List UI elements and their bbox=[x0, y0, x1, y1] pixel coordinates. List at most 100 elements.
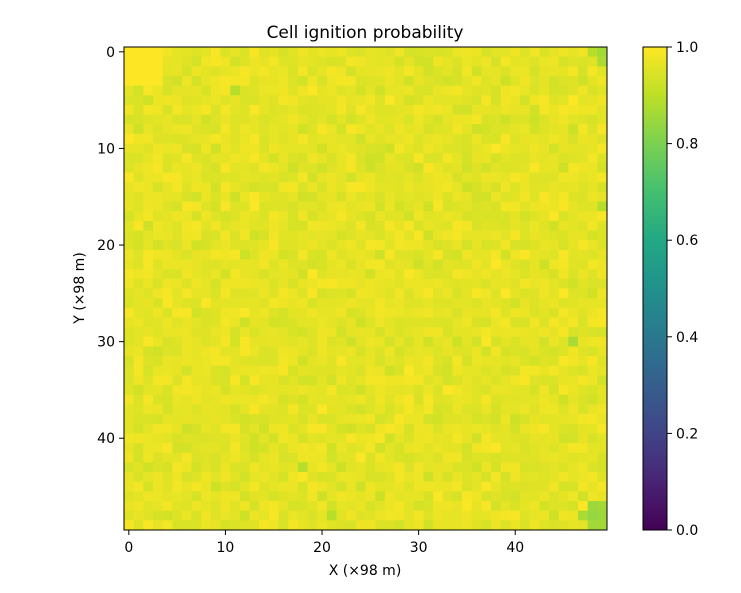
heatmap-cell bbox=[268, 85, 279, 96]
heatmap-cell bbox=[578, 481, 589, 492]
heatmap-cell bbox=[549, 278, 560, 289]
heatmap-cell bbox=[597, 520, 608, 531]
heatmap-cell bbox=[297, 230, 308, 241]
heatmap-cell bbox=[210, 298, 221, 309]
heatmap-cell bbox=[181, 394, 193, 405]
heatmap-cell bbox=[549, 56, 560, 67]
heatmap-cell bbox=[288, 66, 299, 77]
heatmap-cell bbox=[481, 211, 492, 222]
heatmap-cell bbox=[336, 481, 347, 492]
heatmap-cell bbox=[491, 472, 502, 483]
heatmap-cell bbox=[413, 404, 424, 415]
colorbar-axis: 0.00.20.40.60.81.0 bbox=[667, 40, 698, 539]
heatmap-cell bbox=[191, 143, 202, 154]
heatmap-cell bbox=[365, 491, 376, 502]
heatmap-cell bbox=[124, 259, 135, 270]
heatmap-cell bbox=[288, 143, 299, 154]
heatmap-cell bbox=[355, 288, 366, 299]
heatmap-cell bbox=[336, 75, 347, 87]
heatmap-cell bbox=[317, 114, 328, 125]
colorbar-tick-label: 0.0 bbox=[676, 523, 698, 539]
heatmap-cell bbox=[317, 220, 328, 231]
heatmap-cell bbox=[307, 278, 318, 289]
heatmap-cell bbox=[268, 288, 279, 299]
heatmap-cell bbox=[152, 317, 164, 328]
heatmap-cell bbox=[413, 162, 424, 173]
heatmap-cell bbox=[181, 191, 193, 202]
heatmap-cell bbox=[413, 220, 424, 231]
heatmap-cell bbox=[152, 278, 164, 289]
heatmap-cell bbox=[491, 201, 502, 212]
heatmap-cell bbox=[375, 501, 386, 512]
heatmap-cell bbox=[452, 472, 463, 483]
heatmap-cell bbox=[307, 404, 318, 415]
heatmap-cell bbox=[259, 153, 270, 164]
heatmap-cell bbox=[201, 481, 212, 492]
heatmap-cell bbox=[239, 172, 250, 183]
heatmap-cell bbox=[491, 423, 502, 434]
heatmap-cell bbox=[201, 520, 212, 531]
heatmap-cell bbox=[597, 288, 608, 299]
heatmap-cell bbox=[278, 385, 289, 396]
heatmap-cell bbox=[230, 356, 241, 367]
heatmap-cell bbox=[239, 423, 250, 434]
heatmap-cell bbox=[249, 66, 260, 77]
heatmap-cell bbox=[491, 278, 502, 289]
heatmap-cell bbox=[143, 452, 154, 463]
heatmap-cell bbox=[307, 336, 318, 347]
heatmap-cell bbox=[278, 452, 289, 463]
heatmap-cell bbox=[442, 365, 453, 376]
heatmap-cell bbox=[539, 172, 550, 183]
heatmap-cell bbox=[288, 433, 299, 444]
heatmap-cell bbox=[491, 404, 502, 415]
heatmap-cell bbox=[297, 423, 308, 434]
heatmap-cell bbox=[423, 404, 434, 415]
heatmap-cell bbox=[297, 327, 308, 338]
heatmap-cell bbox=[481, 404, 492, 415]
heatmap-cell bbox=[597, 385, 608, 396]
heatmap-cell bbox=[481, 491, 492, 502]
heatmap-cell bbox=[578, 66, 589, 77]
heatmap-cell bbox=[355, 66, 366, 77]
heatmap-cell bbox=[297, 491, 308, 502]
heatmap-cell bbox=[133, 443, 144, 454]
heatmap-cell bbox=[471, 278, 482, 289]
heatmap-cell bbox=[549, 365, 560, 376]
heatmap-cell bbox=[433, 510, 444, 521]
heatmap-cell bbox=[259, 404, 270, 415]
heatmap-cell bbox=[249, 423, 260, 434]
heatmap-cell bbox=[230, 452, 241, 463]
heatmap-cell bbox=[162, 491, 173, 502]
heatmap-cell bbox=[297, 501, 308, 512]
heatmap-cell bbox=[462, 201, 473, 212]
heatmap-cell bbox=[143, 143, 154, 154]
heatmap-cell bbox=[471, 423, 482, 434]
heatmap-cell bbox=[384, 172, 395, 183]
heatmap-cell bbox=[365, 443, 376, 454]
heatmap-cell bbox=[452, 462, 463, 473]
heatmap-cell bbox=[307, 346, 318, 357]
heatmap-cell bbox=[529, 259, 540, 270]
heatmap-cell bbox=[520, 404, 531, 415]
heatmap-cell bbox=[181, 249, 193, 260]
heatmap-cell bbox=[297, 278, 308, 289]
heatmap-cell bbox=[143, 133, 154, 144]
heatmap-cell bbox=[481, 288, 492, 299]
heatmap-cell bbox=[481, 114, 492, 125]
heatmap-cell bbox=[152, 114, 164, 125]
heatmap-cell bbox=[500, 298, 511, 309]
heatmap-cell bbox=[442, 240, 453, 251]
heatmap-cell bbox=[491, 75, 502, 87]
heatmap-cell bbox=[442, 433, 453, 444]
heatmap-cell bbox=[597, 327, 608, 338]
heatmap-cell bbox=[587, 153, 598, 164]
heatmap-cell bbox=[558, 298, 569, 309]
heatmap-cell bbox=[249, 414, 260, 425]
heatmap-cell bbox=[558, 114, 569, 125]
heatmap-cell bbox=[230, 172, 241, 183]
heatmap-cell bbox=[124, 443, 135, 454]
heatmap-cell bbox=[384, 520, 395, 531]
heatmap-cell bbox=[394, 452, 405, 463]
heatmap-cell bbox=[491, 172, 502, 183]
heatmap-cell bbox=[433, 182, 444, 193]
